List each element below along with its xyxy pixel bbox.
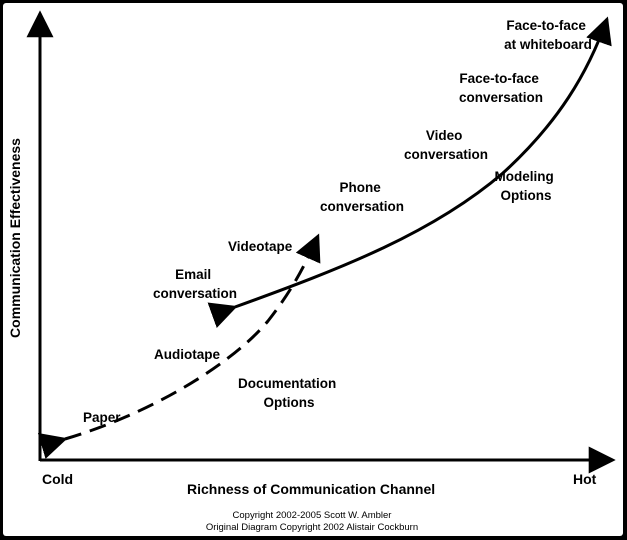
modeling-item-whiteboard: Face-to-face at whiteboard bbox=[504, 18, 592, 52]
modeling-options-label: Modeling Options bbox=[494, 169, 557, 203]
y-axis-title: Communication Effectiveness bbox=[7, 138, 23, 338]
modeling-item-face-to-face: Face-to-face conversation bbox=[459, 71, 543, 105]
modeling-options-curve bbox=[207, 16, 612, 328]
x-max-label: Hot bbox=[573, 471, 597, 487]
modeling-item-video: Video conversation bbox=[404, 128, 488, 162]
x-axis-title: Richness of Communication Channel bbox=[187, 481, 435, 497]
copyright-line-1: Copyright 2002-2005 Scott W. Ambler bbox=[233, 510, 392, 521]
copyright-line-2: Original Diagram Copyright 2002 Alistair… bbox=[206, 522, 418, 533]
diagram-frame: Communication Effectiveness Richness of … bbox=[3, 3, 623, 536]
documentation-options-label: Documentation Options bbox=[238, 376, 340, 410]
documentation-item-audiotape: Audiotape bbox=[154, 347, 220, 362]
modeling-item-email: Email conversation bbox=[153, 267, 237, 301]
documentation-item-videotape: Videotape bbox=[228, 239, 293, 254]
documentation-options-curve bbox=[37, 233, 321, 459]
x-min-label: Cold bbox=[42, 471, 73, 487]
communication-effectiveness-diagram: Communication Effectiveness Richness of … bbox=[7, 10, 616, 533]
documentation-item-paper: Paper bbox=[83, 410, 121, 425]
modeling-item-phone: Phone conversation bbox=[320, 180, 404, 214]
